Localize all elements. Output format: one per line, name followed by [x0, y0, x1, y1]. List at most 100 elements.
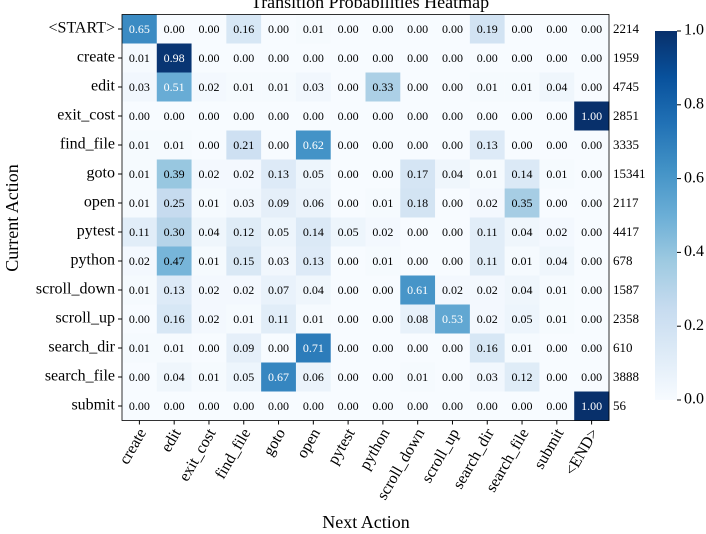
cell-label: 0.00 [129, 109, 150, 123]
heatmap-cell [330, 391, 366, 421]
heatmap-cell [330, 14, 366, 44]
cell-label: 0.16 [477, 341, 498, 355]
cell-label: 0.02 [198, 312, 219, 326]
heatmap-cell [295, 217, 332, 247]
cell-label: 0.00 [129, 312, 150, 326]
cell-label: 0.06 [303, 370, 324, 384]
colorbar-tick-label: 1.0 [684, 22, 704, 39]
heatmap-cell [539, 391, 575, 421]
heatmap-cell [435, 188, 471, 218]
cell-label: 0.00 [407, 341, 428, 355]
heatmap-cell [330, 304, 366, 334]
heatmap-cell [539, 101, 575, 131]
cell-label: 0.00 [164, 22, 185, 36]
cell-label: 0.00 [198, 109, 219, 123]
cell-label: 0.00 [338, 254, 359, 268]
cell-label: 0.16 [233, 22, 254, 36]
cell-label: 0.00 [198, 341, 219, 355]
heatmap-cell [435, 130, 471, 160]
heatmap-cell [295, 362, 332, 392]
heatmap-cell [504, 72, 540, 102]
y-tick-label: goto [87, 165, 115, 182]
cell-label: 0.00 [129, 370, 150, 384]
heatmap-cell [400, 14, 436, 44]
heatmap-cell [435, 362, 471, 392]
heatmap-cell [504, 217, 540, 247]
cell-label: 0.13 [477, 138, 498, 152]
cell-label: 0.47 [164, 254, 185, 268]
heatmap-cell [191, 304, 227, 334]
heatmap-cell [156, 188, 192, 218]
heatmap-cell [191, 391, 227, 421]
x-tick-label: pytest [325, 425, 359, 467]
heatmap-cell [261, 43, 297, 73]
cell-label: 0.11 [477, 254, 498, 268]
heatmap-cell [261, 159, 297, 189]
heatmap-cell [261, 217, 297, 247]
cell-label: 0.00 [338, 80, 359, 94]
cell-label: 0.11 [477, 225, 498, 239]
cell-label: 0.00 [233, 51, 254, 65]
cell-label: 0.00 [477, 399, 498, 413]
heatmap-cell [156, 130, 192, 160]
heatmap-cell [191, 217, 227, 247]
heatmap-cell [156, 101, 192, 131]
row-total: 56 [613, 398, 627, 413]
cell-label: 0.00 [512, 138, 533, 152]
cell-label: 0.00 [546, 51, 567, 65]
cell-label: 1.00 [581, 109, 602, 123]
heatmap-cell [400, 101, 436, 131]
cell-label: 0.02 [477, 312, 498, 326]
row-total: 3888 [613, 369, 639, 384]
heatmap-cell [539, 217, 575, 247]
cell-label: 0.00 [372, 167, 393, 181]
cell-label: 0.00 [338, 167, 359, 181]
heatmap-cell [400, 391, 436, 421]
heatmap-cell [156, 217, 192, 247]
cell-label: 0.01 [198, 254, 219, 268]
cell-label: 0.01 [546, 312, 567, 326]
heatmap-cell [122, 333, 158, 363]
cell-label: 0.00 [338, 196, 359, 210]
cell-label: 0.00 [268, 109, 289, 123]
heatmap-cell [435, 246, 471, 276]
plot-frame [121, 14, 610, 421]
y-axis-label: Current Action [2, 164, 22, 271]
heatmap-cell [400, 159, 436, 189]
cell-label: 0.04 [164, 370, 185, 384]
cell-label: 0.03 [477, 370, 498, 384]
heatmap-cell [122, 43, 158, 73]
row-total: 3335 [613, 137, 639, 152]
heatmap-cell [435, 101, 471, 131]
heatmap-cell [295, 275, 332, 305]
heatmap-cell [539, 246, 575, 276]
cell-label: 0.00 [407, 254, 428, 268]
cell-label: 0.00 [546, 370, 567, 384]
cell-label: 0.00 [546, 196, 567, 210]
cell-label: 0.00 [512, 51, 533, 65]
heatmap-cell [226, 43, 262, 73]
cell-label: 0.01 [512, 254, 533, 268]
cell-label: 0.51 [164, 80, 185, 94]
heatmap-cell [400, 333, 436, 363]
cell-label: 0.16 [164, 312, 185, 326]
cell-label: 0.00 [407, 51, 428, 65]
heatmap-cell [574, 246, 610, 276]
cell-label: 0.00 [442, 370, 463, 384]
cell-label: 0.01 [372, 254, 393, 268]
heatmap-cell [226, 14, 262, 44]
y-tick-label: scroll_up [55, 310, 115, 327]
cell-label: 0.14 [512, 167, 533, 181]
heatmap-cell [504, 362, 540, 392]
y-tick-label: edit [91, 78, 116, 95]
heatmap-cell [469, 159, 505, 189]
cell-label: 0.00 [581, 80, 602, 94]
heatmap-cell [469, 188, 505, 218]
heatmap-cell [191, 188, 227, 218]
cell-label: 0.00 [338, 341, 359, 355]
heatmap-cell [504, 275, 540, 305]
heatmap-cell [156, 159, 192, 189]
x-tick-label: edit [158, 425, 185, 455]
cell-label: 0.13 [164, 283, 185, 297]
heatmap-cell [539, 333, 575, 363]
